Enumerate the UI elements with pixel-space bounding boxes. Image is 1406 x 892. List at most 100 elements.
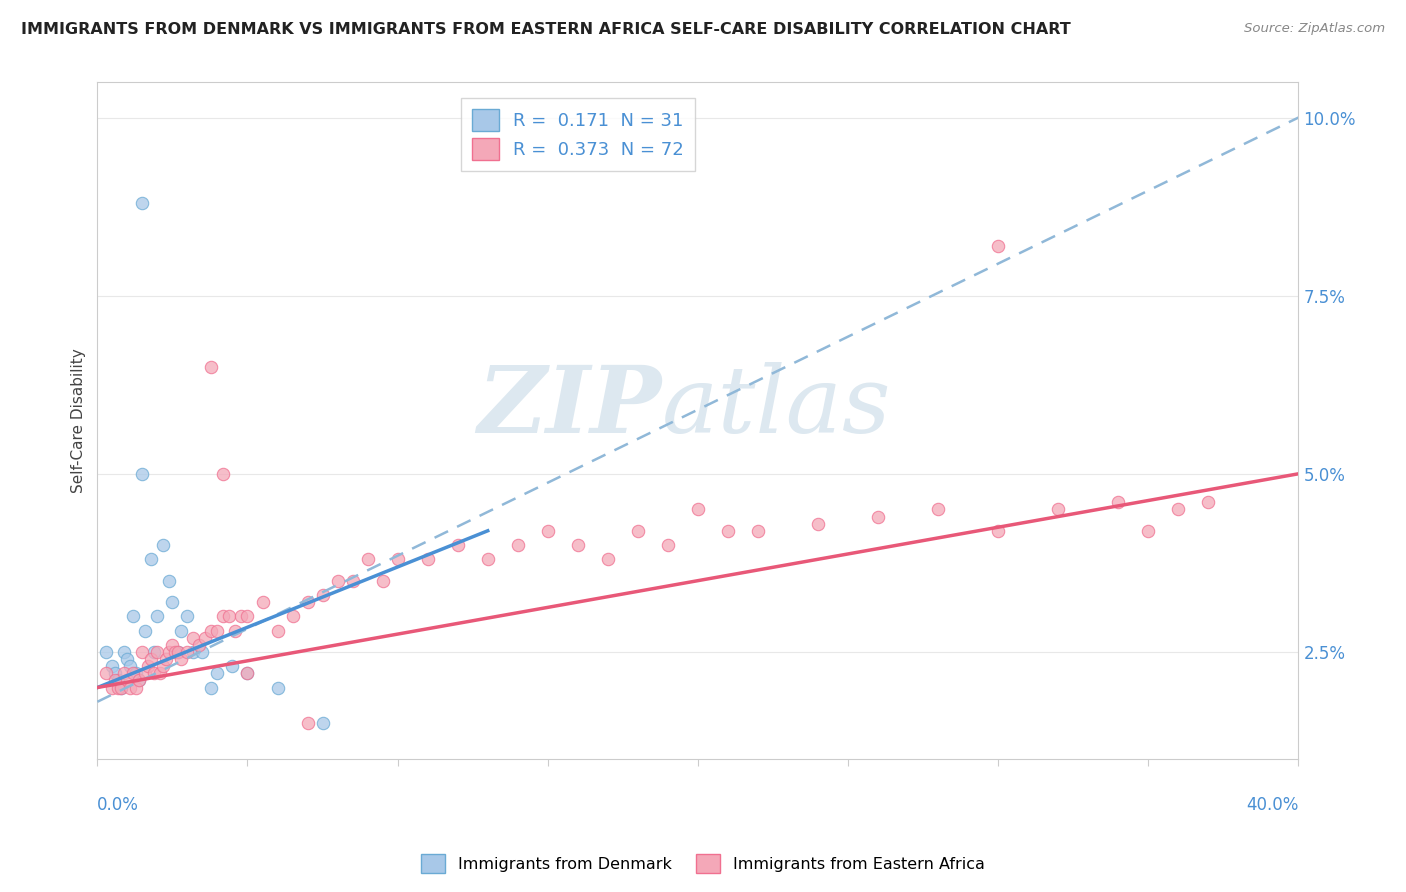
Point (297, 595, 319, 609)
Point (138, 659, 160, 673)
Point (149, 666, 172, 681)
Point (110, 681, 132, 695)
Point (143, 666, 166, 681)
Point (120, 681, 142, 695)
Point (1137, 524, 1160, 538)
Point (152, 538, 174, 552)
Text: atlas: atlas (662, 362, 891, 452)
Point (152, 659, 174, 673)
Point (112, 645, 135, 659)
Point (167, 645, 190, 659)
Legend: R =  0.171  N = 31, R =  0.373  N = 72: R = 0.171 N = 31, R = 0.373 N = 72 (461, 98, 695, 170)
Point (122, 609, 145, 624)
Point (987, 239, 1010, 253)
Point (157, 645, 180, 659)
Point (125, 666, 148, 681)
Point (266, 624, 288, 638)
Point (176, 609, 198, 624)
Point (207, 666, 229, 681)
Point (96, 666, 118, 681)
Point (176, 645, 198, 659)
Point (657, 538, 679, 552)
Point (477, 552, 499, 566)
Point (252, 595, 274, 609)
Point (231, 609, 253, 624)
Point (104, 666, 127, 681)
Point (101, 659, 124, 673)
Y-axis label: Self-Care Disability: Self-Care Disability (72, 348, 86, 492)
Point (218, 609, 240, 624)
Text: IMMIGRANTS FROM DENMARK VS IMMIGRANTS FROM EASTERN AFRICA SELF-CARE DISABILITY C: IMMIGRANTS FROM DENMARK VS IMMIGRANTS FR… (21, 22, 1071, 37)
Point (141, 652, 163, 666)
Point (266, 681, 288, 695)
Point (311, 716, 333, 731)
Point (134, 624, 156, 638)
Point (212, 467, 235, 481)
Point (110, 681, 132, 695)
Point (96, 645, 118, 659)
Point (183, 631, 205, 645)
Point (107, 681, 129, 695)
Point (927, 502, 949, 516)
Point (194, 631, 217, 645)
Point (155, 652, 177, 666)
Point (342, 574, 364, 588)
Point (212, 609, 235, 624)
Point (117, 673, 139, 688)
Point (387, 552, 409, 566)
Point (868, 509, 890, 524)
Point (686, 502, 709, 516)
Point (117, 652, 139, 666)
Point (221, 659, 243, 673)
Point (146, 645, 169, 659)
Legend: Immigrants from Denmark, Immigrants from Eastern Africa: Immigrants from Denmark, Immigrants from… (415, 847, 991, 880)
Point (188, 638, 211, 652)
Point (128, 673, 150, 688)
Point (356, 552, 378, 566)
Point (596, 552, 619, 566)
Point (236, 666, 259, 681)
Point (200, 359, 222, 374)
Point (107, 673, 129, 688)
Point (134, 666, 156, 681)
Point (1107, 495, 1129, 509)
Point (717, 524, 740, 538)
Text: 40.0%: 40.0% (1246, 796, 1299, 814)
Point (125, 681, 148, 695)
Point (627, 524, 650, 538)
Point (191, 645, 214, 659)
Point (200, 624, 222, 638)
Point (567, 538, 589, 552)
Point (170, 652, 193, 666)
Point (1047, 502, 1070, 516)
Point (131, 467, 153, 481)
Point (416, 552, 439, 566)
Point (120, 659, 142, 673)
Text: Source: ZipAtlas.com: Source: ZipAtlas.com (1244, 22, 1385, 36)
Point (807, 516, 830, 531)
Point (224, 624, 246, 638)
Text: ZIP: ZIP (478, 362, 662, 452)
Point (104, 673, 127, 688)
Point (128, 673, 150, 688)
Point (537, 524, 560, 538)
Point (162, 638, 184, 652)
Point (143, 645, 166, 659)
Point (170, 624, 193, 638)
Point (167, 645, 190, 659)
Point (131, 645, 153, 659)
Point (141, 552, 163, 566)
Point (157, 574, 180, 588)
Point (200, 681, 222, 695)
Text: 0.0%: 0.0% (97, 796, 139, 814)
Point (236, 609, 259, 624)
Point (326, 574, 349, 588)
Point (1197, 495, 1219, 509)
Point (112, 666, 135, 681)
Point (162, 595, 184, 609)
Point (311, 588, 333, 602)
Point (1167, 502, 1189, 516)
Point (183, 645, 205, 659)
Point (281, 609, 304, 624)
Point (122, 666, 145, 681)
